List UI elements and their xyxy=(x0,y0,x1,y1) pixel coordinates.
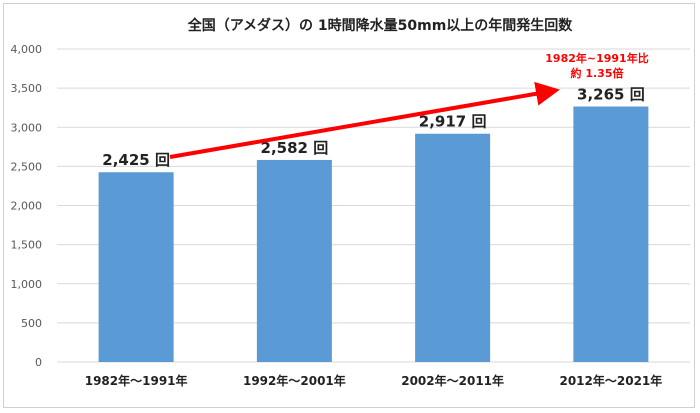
bar xyxy=(98,172,174,362)
y-tick-label: 3,500 xyxy=(11,82,43,95)
trend-arrow xyxy=(169,81,560,159)
y-tick-label: 1,500 xyxy=(11,239,43,252)
annotation-line2: 約 1.35倍 xyxy=(571,66,624,80)
x-tick-label: 1992年～2001年 xyxy=(243,373,346,388)
data-label: 2,425 回 xyxy=(102,151,170,169)
y-tick-label: 2,500 xyxy=(11,160,43,173)
data-label: 3,265 回 xyxy=(577,86,645,104)
bar xyxy=(573,106,649,362)
y-tick-label: 4,000 xyxy=(11,43,43,56)
y-tick-label: 500 xyxy=(21,317,42,330)
bar xyxy=(256,159,332,362)
y-tick-label: 1,000 xyxy=(11,278,43,291)
data-label: 2,917 回 xyxy=(419,113,487,131)
chart-title: 全国（アメダス）の 1時間降水量50mm以上の年間発生回数 xyxy=(187,17,574,34)
annotation-line1: 1982年~1991年比 xyxy=(545,51,648,65)
x-tick-label: 2002年～2011年 xyxy=(401,373,504,388)
data-label: 2,582 回 xyxy=(261,139,329,157)
chart-frame xyxy=(3,3,695,408)
x-tick-label: 1982年～1991年 xyxy=(85,373,188,388)
y-tick-label: 2,000 xyxy=(11,200,43,213)
x-tick-label: 2012年～2021年 xyxy=(559,373,662,388)
y-tick-label: 0 xyxy=(35,356,42,369)
y-tick-label: 3,000 xyxy=(11,121,43,134)
bar xyxy=(415,133,491,362)
